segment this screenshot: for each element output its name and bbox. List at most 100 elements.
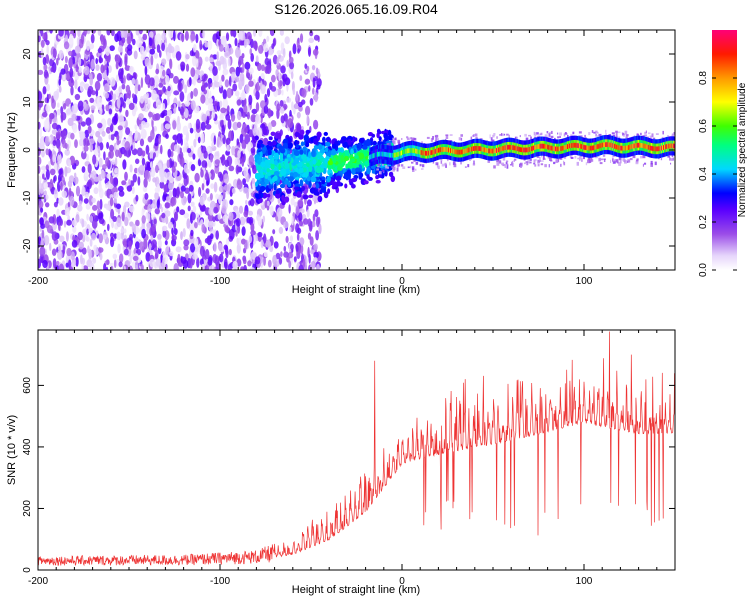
heat-cell: [141, 215, 146, 224]
x-tick-label: -100: [210, 276, 230, 287]
heat-cell: [570, 143, 572, 149]
heat-cell: [44, 220, 50, 229]
heat-cell: [661, 136, 664, 140]
heat-cell: [311, 220, 316, 228]
heat-cell: [257, 231, 263, 238]
heat-cell: [132, 173, 137, 183]
heat-cell: [288, 175, 294, 182]
heat-cell: [629, 158, 633, 161]
heat-cell: [344, 183, 348, 189]
heat-cell: [105, 46, 111, 56]
heat-cell: [312, 87, 315, 95]
heat-cell: [496, 162, 500, 166]
heat-cell: [225, 113, 231, 121]
heat-cell: [78, 241, 84, 250]
heat-cell: [639, 142, 641, 148]
heat-cell: [184, 30, 189, 41]
heat-cell: [504, 145, 506, 151]
heat-cell: [168, 30, 174, 39]
heat-cell: [200, 169, 204, 178]
heat-cell: [507, 144, 510, 150]
heat-cell: [155, 150, 159, 158]
heat-cell: [669, 157, 671, 161]
heat-cell: [160, 206, 164, 213]
heat-cell: [311, 193, 316, 202]
heat-cell: [557, 132, 559, 135]
heat-cell: [381, 151, 383, 157]
heat-cell: [162, 69, 166, 77]
heat-cell: [58, 168, 63, 175]
heat-cell: [460, 134, 463, 137]
heat-cell: [602, 142, 605, 148]
heat-cell: [588, 145, 590, 151]
heat-cell: [642, 143, 644, 148]
heat-cell: [70, 251, 75, 261]
heat-cell: [302, 194, 309, 200]
heat-cell: [162, 102, 166, 112]
heat-cell: [313, 251, 319, 259]
heat-cell: [48, 216, 55, 224]
heat-cell: [611, 132, 615, 135]
heat-cell: [45, 169, 50, 180]
heat-cell: [144, 65, 148, 76]
heat-cell: [230, 113, 236, 122]
heat-cell: [62, 244, 66, 255]
heat-cell: [270, 86, 277, 92]
heat-cell: [287, 141, 293, 149]
heat-cell: [135, 219, 140, 227]
heat-cell: [61, 190, 67, 198]
heat-cell: [194, 237, 199, 248]
heat-cell: [454, 149, 456, 155]
heat-cell: [372, 153, 374, 159]
heat-cell: [276, 207, 283, 219]
heat-cell: [605, 129, 607, 133]
heat-cell: [418, 149, 420, 155]
heat-cell: [249, 48, 253, 56]
heat-cell: [89, 143, 94, 153]
heat-cell: [590, 159, 594, 162]
heat-cell: [273, 175, 278, 182]
heat-cell: [592, 145, 594, 151]
heat-cell: [79, 83, 84, 92]
heat-cell: [79, 131, 86, 140]
heat-cell: [164, 210, 171, 217]
heat-cell: [588, 132, 591, 136]
heat-cell: [490, 137, 493, 141]
heat-cell: [279, 100, 284, 107]
heat-cell: [176, 186, 180, 197]
heat-cell: [494, 148, 497, 154]
heat-cell: [209, 153, 214, 163]
heat-cell: [135, 158, 140, 165]
heat-cell: [232, 260, 238, 270]
heat-cell: [229, 228, 235, 240]
heat-cell: [227, 105, 230, 113]
heat-cell: [174, 211, 179, 222]
heat-cell: [614, 159, 615, 163]
heat-cell: [285, 235, 289, 244]
heat-cell: [306, 199, 312, 207]
heat-cell: [424, 150, 427, 156]
heat-cell: [279, 156, 284, 162]
heat-cell: [70, 132, 75, 140]
heat-cell: [590, 145, 593, 151]
heat-cell: [40, 39, 45, 48]
heat-cell: [295, 205, 300, 217]
heat-cell: [124, 216, 129, 227]
heat-cell: [58, 145, 61, 156]
heat-cell: [74, 93, 81, 101]
heat-cell: [375, 152, 378, 157]
heat-cell: [94, 143, 98, 150]
heat-cell: [171, 166, 176, 173]
heat-cell: [77, 30, 81, 38]
heat-cell: [649, 135, 652, 139]
heat-cell: [436, 148, 439, 153]
heat-cell: [48, 94, 51, 99]
heat-cell: [591, 130, 594, 133]
heat-cell: [74, 45, 81, 54]
heat-cell: [83, 103, 89, 111]
heat-cell: [261, 84, 266, 94]
heat-cell: [563, 156, 567, 159]
heat-cell: [149, 161, 153, 169]
heat-cell: [553, 146, 556, 152]
